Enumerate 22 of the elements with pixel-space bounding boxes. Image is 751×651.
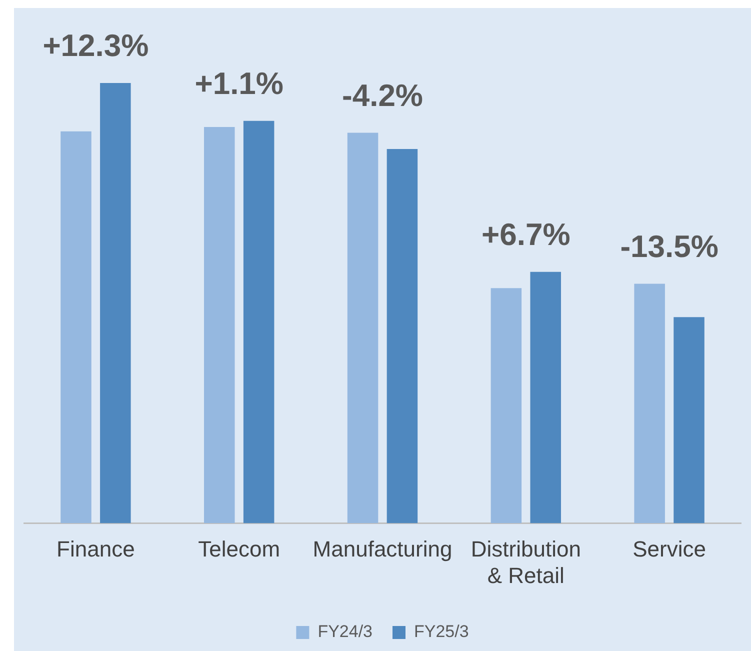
x-tick-label: Service — [632, 536, 706, 562]
bar — [60, 131, 92, 524]
annotation: +12.3% — [42, 28, 149, 64]
x-tick-label: Distribution & Retail — [470, 536, 581, 588]
x-tick-label: Telecom — [198, 536, 280, 562]
bar — [674, 317, 704, 524]
x-tick-label: Manufacturing — [312, 536, 452, 562]
bar — [100, 83, 131, 524]
legend-label: FY25/3 — [414, 622, 469, 642]
bar — [347, 132, 378, 524]
annotation: +6.7% — [482, 216, 570, 252]
annotation: -4.2% — [342, 78, 423, 113]
bar — [634, 284, 665, 524]
bar — [204, 127, 235, 524]
legend-label: FY24/3 — [318, 622, 372, 642]
bar — [243, 120, 274, 524]
bar — [490, 288, 522, 524]
bar — [530, 272, 561, 524]
x-tick-label: Finance — [56, 536, 135, 562]
annotation: +1.1% — [194, 66, 284, 101]
bar — [386, 149, 418, 524]
annotation: -13.5% — [620, 228, 718, 264]
